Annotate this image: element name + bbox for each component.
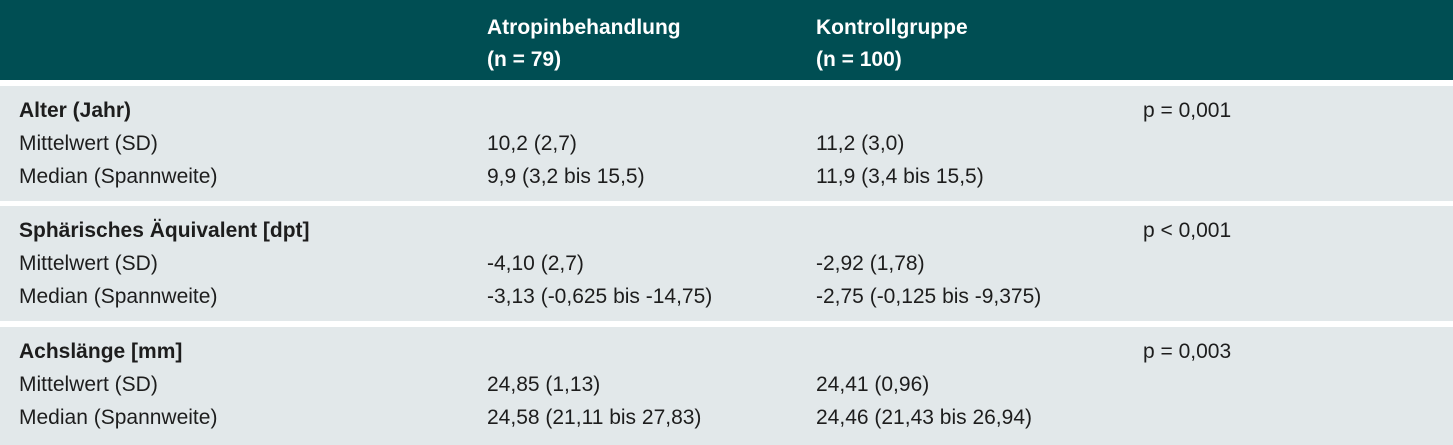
- cell-atropin: 9,9 (3,2 bis 15,5): [487, 165, 645, 188]
- cell-kontroll: -2,92 (1,78): [816, 252, 925, 275]
- cell-atropin: -3,13 (-0,625 bis -14,75): [487, 285, 713, 308]
- section-title: Sphärisches Äquivalent [dpt]: [19, 219, 310, 242]
- cell-atropin: -4,10 (2,7): [487, 252, 584, 275]
- row-label: Median (Spannweite): [19, 285, 218, 308]
- table-header: Atropinbehandlung (n = 79) Kontrollgrupp…: [0, 0, 1453, 80]
- section-title: Achslänge [mm]: [19, 340, 183, 363]
- section-title: Alter (Jahr): [19, 99, 132, 122]
- header-atropin-title: Atropinbehandlung: [487, 16, 681, 39]
- row-label: Mittelwert (SD): [19, 132, 158, 155]
- cell-kontroll: 24,41 (0,96): [816, 373, 930, 396]
- cell-kontroll: -2,75 (-0,125 bis -9,375): [816, 285, 1042, 308]
- cell-atropin: 24,85 (1,13): [487, 373, 601, 396]
- row-label: Median (Spannweite): [19, 406, 218, 429]
- row-label: Median (Spannweite): [19, 165, 218, 188]
- cell-kontroll: 24,46 (21,43 bis 26,94): [816, 406, 1032, 429]
- header-atropin: Atropinbehandlung (n = 79): [487, 12, 681, 76]
- p-value: p < 0,001: [1143, 219, 1232, 242]
- header-atropin-n: (n = 79): [487, 48, 562, 71]
- header-kontroll: Kontrollgruppe (n = 100): [816, 12, 968, 76]
- section-spharisches-aquivalent: Sphärisches Äquivalent [dpt] p < 0,001 M…: [0, 206, 1453, 321]
- p-value: p = 0,001: [1143, 99, 1232, 122]
- row-label: Mittelwert (SD): [19, 252, 158, 275]
- p-value: p = 0,003: [1143, 340, 1232, 363]
- cell-atropin: 10,2 (2,7): [487, 132, 577, 155]
- cell-atropin: 24,58 (21,11 bis 27,83): [487, 406, 702, 429]
- section-achslange: Achslänge [mm] p = 0,003 Mittelwert (SD)…: [0, 327, 1453, 445]
- cell-kontroll: 11,2 (3,0): [816, 132, 905, 155]
- cell-kontroll: 11,9 (3,4 bis 15,5): [816, 165, 984, 188]
- header-kontroll-title: Kontrollgruppe: [816, 16, 968, 39]
- header-kontroll-n: (n = 100): [816, 48, 902, 71]
- row-label: Mittelwert (SD): [19, 373, 158, 396]
- section-alter: Alter (Jahr) p = 0,001 Mittelwert (SD) 1…: [0, 86, 1453, 201]
